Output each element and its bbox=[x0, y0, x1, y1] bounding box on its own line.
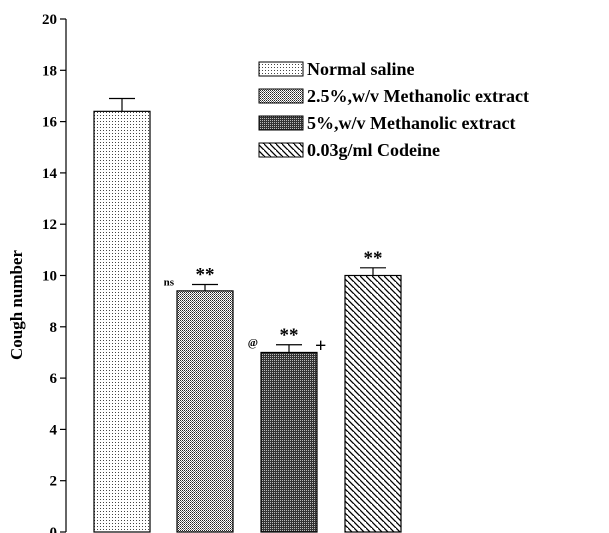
y-tick-label: 12 bbox=[42, 217, 57, 233]
significance-label: + bbox=[315, 335, 326, 357]
legend-item: 2.5%,w/v Methanolic extract bbox=[258, 86, 529, 106]
legend-label: 2.5%,w/v Methanolic extract bbox=[307, 86, 529, 106]
y-tick-label: 4 bbox=[50, 422, 58, 438]
legend-item: 0.03g/ml Codeine bbox=[258, 140, 440, 160]
significance-label: ** bbox=[280, 325, 299, 346]
bar bbox=[176, 290, 234, 533]
y-tick-label: 20 bbox=[42, 12, 57, 28]
y-tick-label: 8 bbox=[50, 320, 58, 336]
y-axis: 0 2 4 6 8 10 12 14 16 18 20 bbox=[42, 12, 67, 533]
y-tick-label: 2 bbox=[50, 474, 58, 490]
bar-group: ns ** bbox=[164, 264, 234, 533]
y-tick-label: 18 bbox=[42, 63, 57, 79]
legend-label: 0.03g/ml Codeine bbox=[307, 140, 440, 160]
bar-group bbox=[93, 97, 151, 533]
bar-group: ** bbox=[344, 248, 402, 533]
legend-swatch bbox=[258, 88, 304, 104]
significance-label: ** bbox=[196, 264, 215, 285]
bar-group: @ ** + bbox=[248, 325, 326, 533]
y-tick-label: 0 bbox=[50, 525, 58, 533]
legend-label: Normal saline bbox=[307, 59, 415, 79]
y-tick-label: 14 bbox=[42, 166, 58, 182]
significance-label: @ bbox=[248, 337, 258, 349]
y-axis-label: Cough number bbox=[7, 250, 26, 361]
bar bbox=[260, 351, 318, 533]
bars: ns ** @ ** + ** bbox=[93, 97, 402, 533]
legend-swatch bbox=[258, 61, 304, 77]
y-tick-label: 10 bbox=[42, 269, 57, 285]
significance-label: ns bbox=[164, 276, 175, 288]
y-tick-label: 6 bbox=[50, 371, 58, 387]
legend: Normal saline 2.5%,w/v Methanolic extract… bbox=[258, 59, 529, 160]
legend-item: Normal saline bbox=[258, 59, 415, 79]
significance-label: ** bbox=[364, 248, 383, 269]
legend-label: 5%,w/v Methanolic extract bbox=[307, 113, 515, 133]
legend-item: 5%,w/v Methanolic extract bbox=[258, 113, 515, 133]
bar bbox=[93, 110, 151, 533]
bar bbox=[344, 274, 402, 533]
legend-swatch bbox=[258, 115, 304, 131]
legend-swatch bbox=[258, 142, 304, 158]
y-tick-label: 16 bbox=[42, 115, 58, 131]
